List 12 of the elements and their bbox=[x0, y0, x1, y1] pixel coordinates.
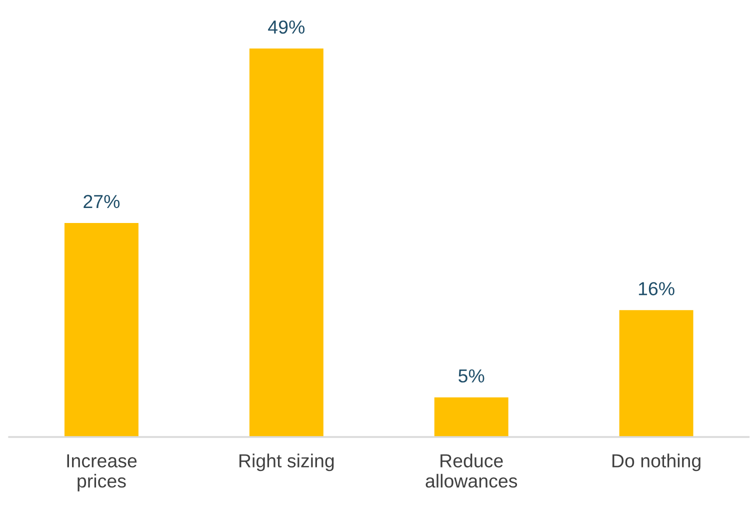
x-tick-label: Increase prices bbox=[67, 454, 137, 492]
data-label: 5% bbox=[458, 369, 484, 383]
x-tick-label: Right sizing bbox=[239, 454, 334, 472]
x-tick-label: Do nothing bbox=[612, 454, 700, 472]
data-label: 49% bbox=[268, 20, 305, 34]
bar bbox=[249, 48, 324, 438]
x-tick-label: Reduce allowances bbox=[426, 454, 518, 488]
bar bbox=[619, 310, 694, 438]
bar bbox=[64, 222, 138, 438]
bar bbox=[434, 397, 508, 438]
data-label: 16% bbox=[638, 282, 674, 296]
data-label: 27% bbox=[84, 194, 120, 208]
